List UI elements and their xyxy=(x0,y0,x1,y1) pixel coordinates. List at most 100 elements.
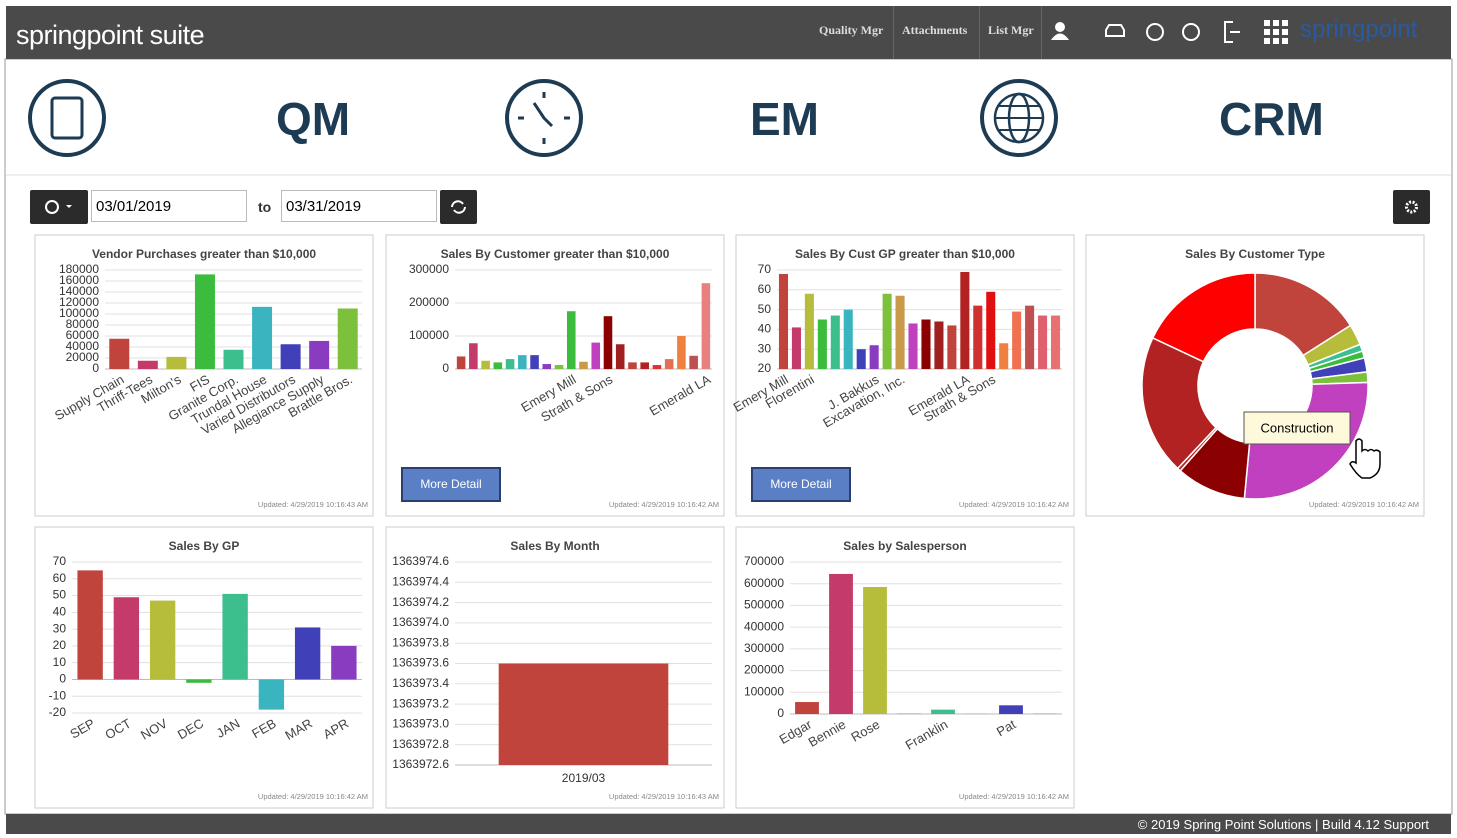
y-tick-label: 200000 xyxy=(744,663,784,677)
button-label: More Detail xyxy=(420,477,481,491)
date-to[interactable]: 03/31/2019 xyxy=(281,190,437,222)
y-tick-label: 0 xyxy=(442,361,449,375)
bar xyxy=(689,355,698,369)
more-detail-button[interactable]: More Detail xyxy=(751,467,851,502)
y-tick-label: 120000 xyxy=(59,295,99,309)
y-tick-label: 60 xyxy=(758,282,772,296)
panel-frame xyxy=(735,526,1075,809)
donut-segment xyxy=(1151,272,1256,363)
bar xyxy=(194,274,215,369)
bar xyxy=(652,365,662,369)
y-tick-label: 300000 xyxy=(744,641,784,655)
y-tick-label: 60000 xyxy=(66,328,100,342)
tooltip-box xyxy=(1243,411,1351,445)
bar xyxy=(109,338,130,369)
y-tick-label: 500000 xyxy=(744,598,784,612)
bar xyxy=(677,336,686,369)
y-tick-label: 20 xyxy=(53,638,67,652)
nav-link[interactable]: List Mgr xyxy=(988,23,1034,37)
chart-panel: Vendor Purchases greater than $10,000 020… xyxy=(34,234,374,517)
logo-text: springpoint xyxy=(16,20,143,50)
bar xyxy=(863,586,887,714)
more-detail-button[interactable]: More Detail xyxy=(401,467,501,502)
chart-title: Vendor Purchases greater than $10,000 xyxy=(92,247,316,261)
y-tick-label: 30 xyxy=(53,621,67,635)
module-label[interactable]: QM xyxy=(276,93,351,145)
y-tick-label: 1363973.4 xyxy=(392,676,449,690)
gear-icon xyxy=(1405,200,1418,214)
brand-logo: springpoint xyxy=(1300,16,1418,43)
y-tick-label: 1363974.4 xyxy=(392,574,449,588)
bar xyxy=(895,295,905,369)
bar xyxy=(542,364,552,369)
nav-link[interactable]: Attachments xyxy=(902,23,968,37)
bar xyxy=(856,349,866,369)
y-tick-label: 20 xyxy=(758,361,772,375)
bar xyxy=(252,306,273,369)
updated-stamp: Updated: 4/29/2019 10:16:42 AM xyxy=(609,500,719,509)
chart-panel: Sales By Customer greater than $10,000 0 1… xyxy=(385,234,725,517)
bar xyxy=(1050,315,1061,369)
bar xyxy=(1025,305,1035,369)
y-tick-label: 1363973.2 xyxy=(392,696,449,710)
module-label[interactable]: CRM xyxy=(1219,93,1324,145)
y-tick-label: 0 xyxy=(777,706,784,720)
updated-stamp: Updated: 4/29/2019 10:16:42 AM xyxy=(959,500,1069,509)
bar xyxy=(882,293,892,369)
chart-panel: Sales By Cust GP greater than $10,000 20 3… xyxy=(731,234,1075,517)
bar xyxy=(469,343,478,369)
updated-stamp: Updated: 4/29/2019 10:16:42 AM xyxy=(1309,500,1419,509)
button-label: More Detail xyxy=(770,477,831,491)
bar xyxy=(579,361,588,369)
bar xyxy=(1012,311,1022,369)
top-bar: springpoint suite Quality Mgr Attachment… xyxy=(6,6,1451,59)
separator xyxy=(893,6,894,59)
bar xyxy=(554,365,564,369)
bar xyxy=(166,356,187,369)
bar xyxy=(791,327,801,369)
y-tick-label: 1363973.6 xyxy=(392,656,449,670)
bar xyxy=(137,360,158,369)
refresh-button[interactable] xyxy=(440,190,477,224)
bar xyxy=(829,573,853,714)
y-tick-label: 50 xyxy=(53,588,67,602)
chart-title: Sales By Month xyxy=(510,539,599,553)
bar xyxy=(331,645,357,680)
bar xyxy=(931,709,955,714)
updated-stamp: Updated: 4/29/2019 10:16:42 AM xyxy=(959,792,1069,801)
bar xyxy=(309,340,330,369)
module-label[interactable]: EM xyxy=(750,93,819,145)
apps-icon[interactable] xyxy=(1264,20,1288,44)
y-tick-label: 140000 xyxy=(59,284,99,298)
bar xyxy=(223,349,244,369)
module-icon xyxy=(28,79,1058,157)
bar xyxy=(640,362,649,369)
dropdown-icon xyxy=(45,200,72,214)
bar xyxy=(908,323,918,369)
bar xyxy=(701,283,711,369)
y-tick-label: 100000 xyxy=(744,684,784,698)
y-tick-label: 40 xyxy=(53,605,67,619)
bar xyxy=(186,679,212,683)
settings-button[interactable] xyxy=(1393,190,1430,224)
button-face xyxy=(401,467,501,502)
nav-link[interactable]: Quality Mgr xyxy=(819,23,884,37)
y-tick-label: 40 xyxy=(758,322,772,336)
y-tick-label: 10 xyxy=(53,655,67,669)
period-dropdown[interactable] xyxy=(30,190,88,224)
donut-segment xyxy=(1141,336,1218,470)
bar xyxy=(960,271,970,369)
y-tick-label: 50 xyxy=(758,302,772,316)
bar xyxy=(518,355,527,369)
bar xyxy=(795,702,819,714)
toolbar-icons[interactable] xyxy=(1046,18,1266,48)
bar xyxy=(603,316,613,369)
bar xyxy=(113,597,140,680)
chart-panel: Sales by Salesperson 0 100000 200000 300000 4… xyxy=(735,526,1075,809)
date-from[interactable]: 03/01/2019 xyxy=(91,190,247,222)
y-tick-label: 1363972.6 xyxy=(392,757,449,771)
bar xyxy=(337,308,358,369)
y-tick-label: 70 xyxy=(758,262,772,276)
y-tick-label: 0 xyxy=(92,361,99,375)
bar xyxy=(973,305,983,369)
